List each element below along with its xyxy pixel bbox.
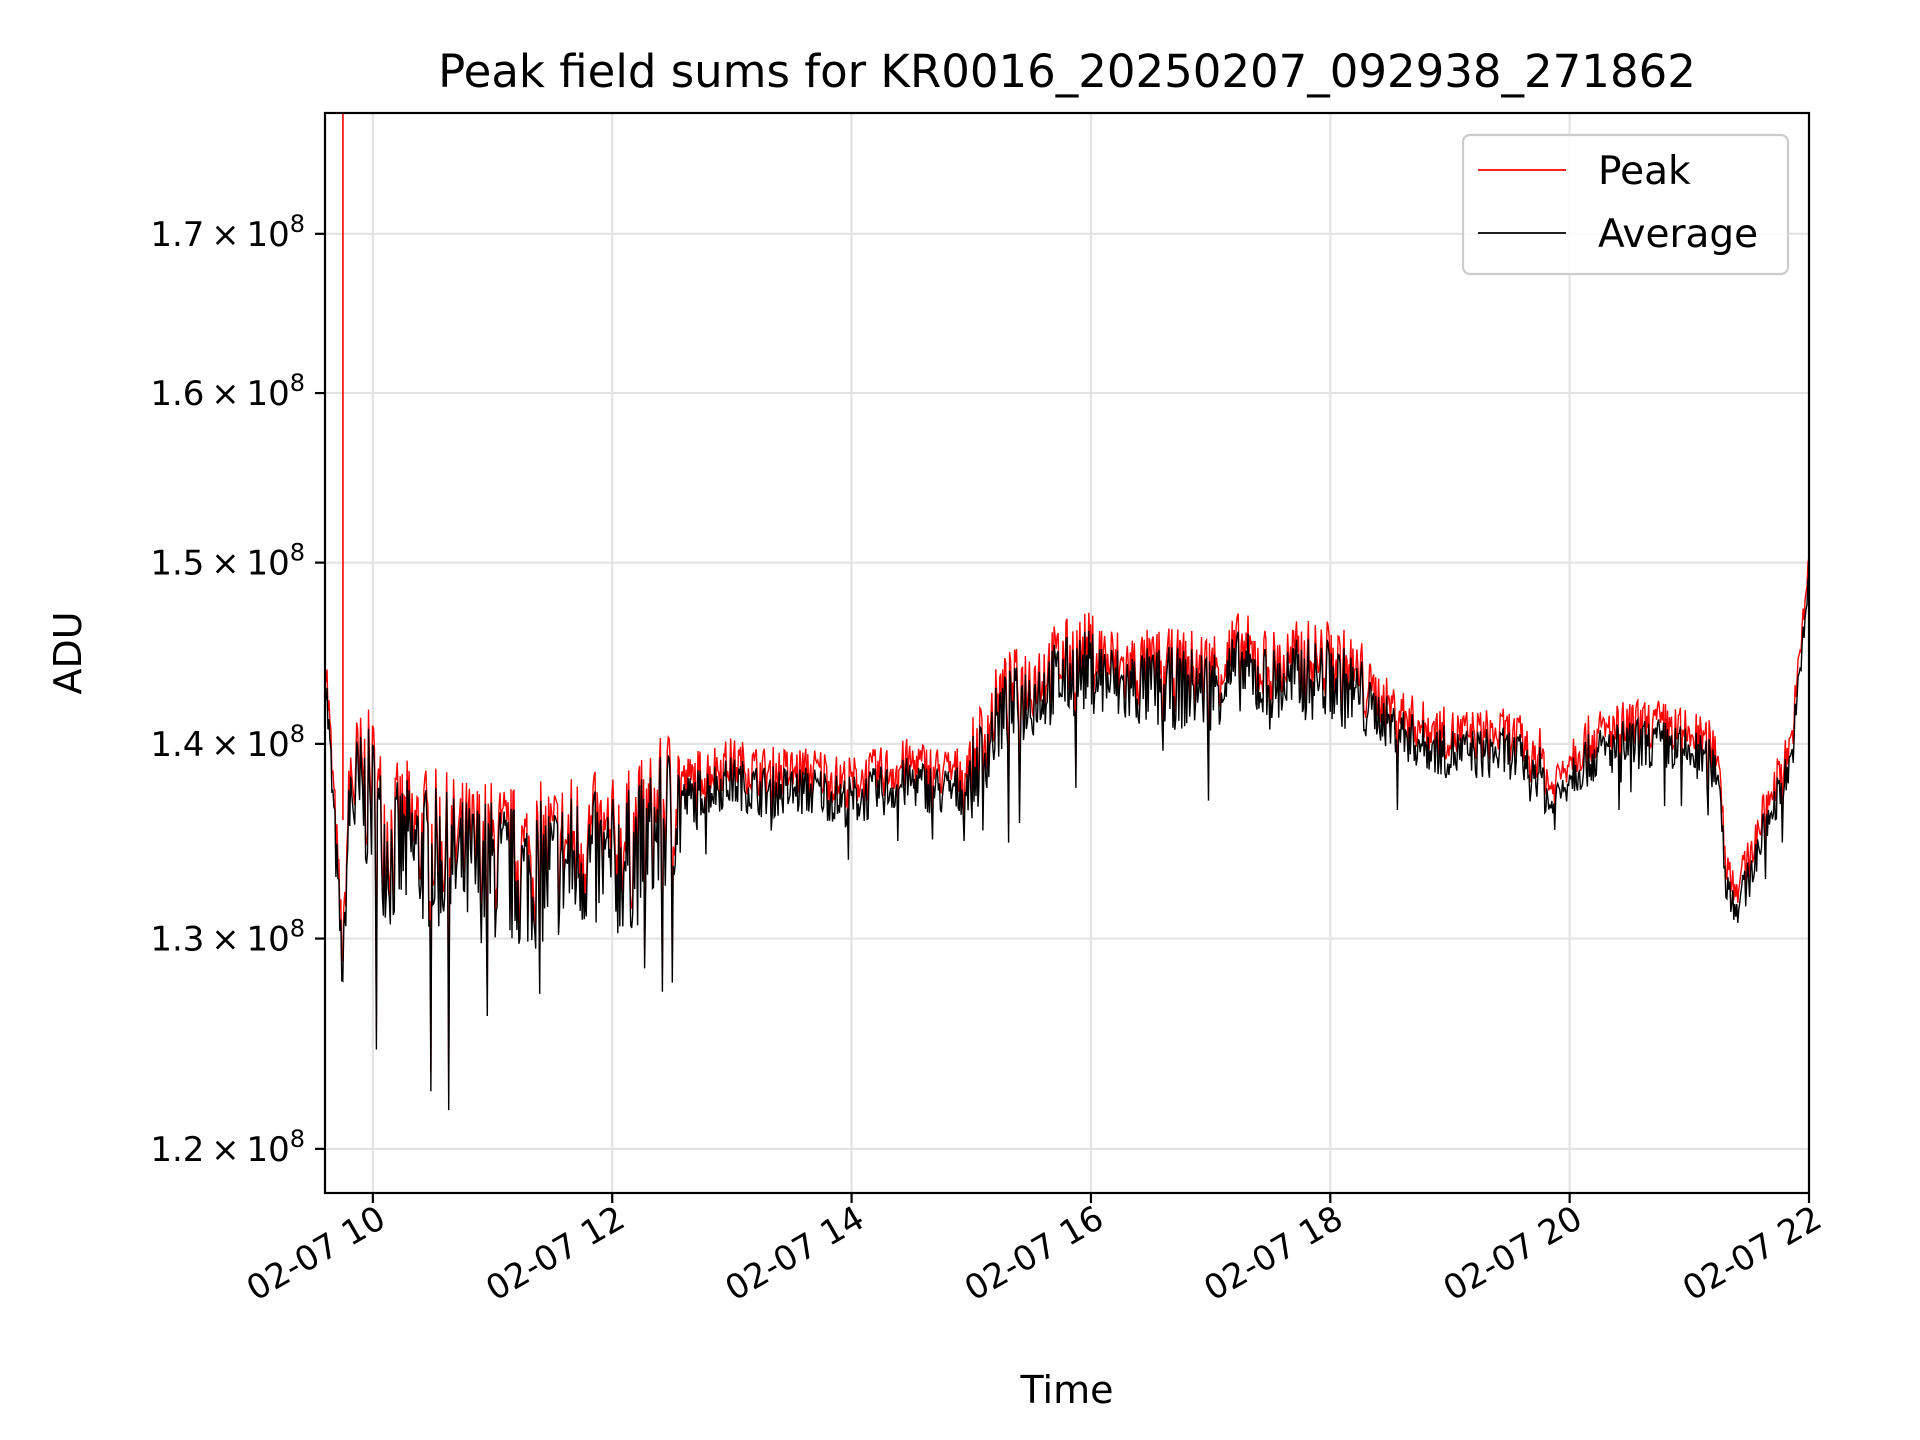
y-tick-label: 1.4 × 108: [150, 720, 305, 765]
series-average-line: [324, 575, 1810, 1111]
y-tick-label: 1.6 × 108: [150, 369, 305, 414]
x-tick-label: 02-07 14: [719, 1198, 871, 1309]
y-tick-label: 1.5 × 108: [150, 539, 305, 584]
x-axis-label: Time: [1020, 1368, 1114, 1412]
y-tick-label: 1.7 × 108: [150, 210, 305, 255]
x-tick-label: 02-07 18: [1197, 1198, 1349, 1309]
y-axis-label: ADU: [46, 611, 90, 694]
legend: Peak Average: [1461, 133, 1790, 276]
x-tick-label: 02-07 20: [1437, 1198, 1589, 1309]
series-layer: [324, 113, 1810, 1111]
legend-average-label: Average: [1598, 212, 1758, 257]
plot-frame: [323, 111, 1811, 1195]
chart-title: Peak field sums for KR0016_20250207_0929…: [438, 45, 1696, 98]
x-tick-label: 02-07 10: [240, 1198, 392, 1309]
y-tick-label: 1.3 × 108: [150, 915, 305, 960]
x-tick-label: 02-07 12: [479, 1198, 631, 1309]
y-tick-label: 1.2 × 108: [150, 1125, 305, 1170]
x-tick-label: 02-07 16: [958, 1198, 1110, 1309]
x-tick-label: 02-07 22: [1676, 1198, 1828, 1309]
legend-peak-label: Peak: [1598, 149, 1691, 194]
